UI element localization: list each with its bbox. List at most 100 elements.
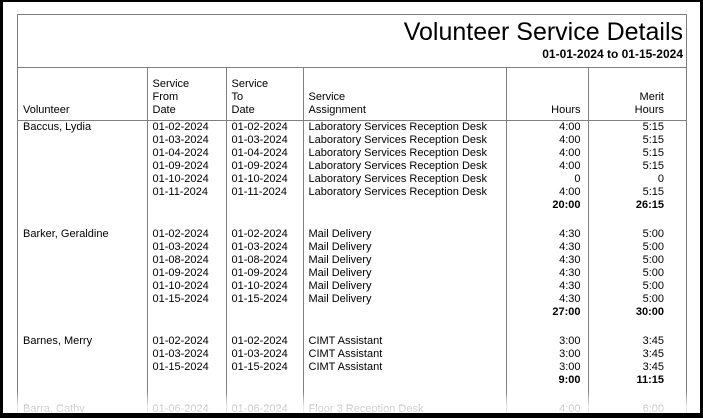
service-entry-row: 01-10-2024 01-10-2024 Laboratory Services … [18,173,686,186]
cell-service-from-date: 01-02-2024 [146,335,226,348]
cell-merit-hours: 5:00 [587,241,686,254]
report-page: Volunteer Service Details 01-01-2024 to … [17,14,687,415]
cell-service-assignment: Laboratory Services Reception Desk [302,120,506,134]
cell-volunteer-name [18,254,147,267]
cell-service-from-date: 01-10-2024 [146,280,226,293]
total-hours: 27:00 [505,306,588,319]
cell-merit-hours: 5:15 [587,120,686,134]
cell-service-from-date: 01-03-2024 [146,348,226,361]
cell-merit-hours [587,212,686,228]
cell-hours: 4:00 [505,160,588,173]
cell-service-assignment [302,212,506,228]
cell-service-assignment: Mail Delivery [302,267,506,280]
cell-service-from-date: 01-15-2024 [146,361,226,374]
cell-hours: 4:00 [505,403,588,413]
cell-service-assignment [302,387,506,403]
cell-volunteer-name [18,186,147,199]
service-entry-row: Baccus, Lydia 01-02-2024 01-02-2024 Laborat… [18,120,686,134]
cell-service-to-date: 01-06-2024 [225,403,303,413]
cell-service-from-date: 01-02-2024 [146,228,226,241]
cell-service-assignment: Laboratory Services Reception Desk [302,160,506,173]
cell-hours: 4:30 [505,280,588,293]
column-header-volunteer: Volunteer [18,67,147,121]
cell-service-to-date: 01-03-2024 [225,348,303,361]
total-merit-hours: 11:15 [587,374,686,387]
cell-service-from-date: 01-06-2024 [146,403,226,413]
cell-service-from-date [146,306,226,319]
volunteer-total-row: 20:00 26:15 [18,199,686,212]
cell-volunteer-name [18,374,147,387]
column-header-hours: Hours [505,67,588,121]
cell-service-assignment: Mail Delivery [302,293,506,306]
cell-service-from-date: 01-08-2024 [146,254,226,267]
cell-service-from-date [146,212,226,228]
cell-service-assignment [302,374,506,387]
cell-service-to-date: 01-15-2024 [225,293,303,306]
cell-merit-hours: 5:00 [587,254,686,267]
cell-volunteer-name [18,173,147,186]
cell-service-assignment: Mail Delivery [302,228,506,241]
total-merit-hours: 30:00 [587,306,686,319]
cell-service-assignment: CIMT Assistant [302,361,506,374]
cell-service-assignment [302,306,506,319]
cell-service-assignment: CIMT Assistant [302,335,506,348]
cell-service-from-date: 01-04-2024 [146,147,226,160]
cell-merit-hours: 5:15 [587,160,686,173]
cell-hours: 3:00 [505,361,588,374]
cell-hours: 4:00 [505,120,588,134]
column-header-service-assignment: Service Assignment [302,67,506,121]
cell-service-to-date: 01-04-2024 [225,147,303,160]
cell-volunteer-name: Barker, Geraldine [23,228,109,240]
cell-service-from-date: 01-09-2024 [146,267,226,280]
total-merit-hours: 26:15 [587,199,686,212]
cell-merit-hours: 5:00 [587,267,686,280]
cell-service-from-date [146,387,226,403]
cell-volunteer-name: Barra, Cathy [23,403,85,415]
cell-hours [505,319,588,335]
cell-service-from-date [146,199,226,212]
cell-service-to-date [225,199,303,212]
cell-service-from-date [146,319,226,335]
cell-service-to-date [225,212,303,228]
cell-merit-hours [587,319,686,335]
cell-volunteer-name [18,241,147,254]
cell-service-to-date [225,319,303,335]
cell-volunteer-name: Barnes, Merry [23,335,93,347]
service-entry-row: 01-10-2024 01-10-2024 Mail Delivery 4:30 5:0… [18,280,686,293]
spacer-row [18,387,686,403]
cell-merit-hours: 5:00 [587,280,686,293]
report-header: Volunteer Service Details 01-01-2024 to … [18,15,686,67]
cell-service-assignment: Laboratory Services Reception Desk [302,186,506,199]
cell-service-to-date: 01-03-2024 [225,134,303,147]
cell-merit-hours: 5:15 [587,147,686,160]
cell-service-to-date: 01-10-2024 [225,280,303,293]
cell-merit-hours: 6:00 [587,403,686,413]
cell-service-to-date: 01-08-2024 [225,254,303,267]
cell-merit-hours: 3:45 [587,348,686,361]
cell-service-to-date: 01-11-2024 [225,186,303,199]
cell-hours [505,387,588,403]
cell-service-to-date: 01-09-2024 [225,267,303,280]
cell-hours: 4:00 [505,186,588,199]
cell-service-assignment [302,199,506,212]
service-entry-row: 01-09-2024 01-09-2024 Mail Delivery 4:30 5:0… [18,267,686,280]
cell-service-to-date: 01-02-2024 [225,335,303,348]
service-entry-row: 01-04-2024 01-04-2024 Laboratory Services … [18,147,686,160]
cell-volunteer-name [18,306,147,319]
cell-merit-hours: 3:45 [587,335,686,348]
table-header-row: Volunteer Service From Date Service To D… [18,67,686,121]
service-entry-row: 01-09-2024 01-09-2024 Laboratory Services … [18,160,686,173]
cell-service-assignment: Mail Delivery [302,280,506,293]
cell-service-assignment: CIMT Assistant [302,348,506,361]
report-date-range: 01-01-2024 to 01-15-2024 [542,47,683,61]
cell-volunteer-name [18,199,147,212]
cell-hours: 4:30 [505,254,588,267]
cell-volunteer-name: Baccus, Lydia [23,121,92,133]
column-header-service-to-date: Service To Date [225,67,303,121]
cell-service-to-date: 01-09-2024 [225,160,303,173]
service-entry-row: Barra, Cathy 01-06-2024 01-06-2024 Floor 3 … [18,403,686,415]
cell-volunteer-name [18,319,147,335]
cell-hours: 4:00 [505,147,588,160]
cell-service-assignment: Mail Delivery [302,254,506,267]
